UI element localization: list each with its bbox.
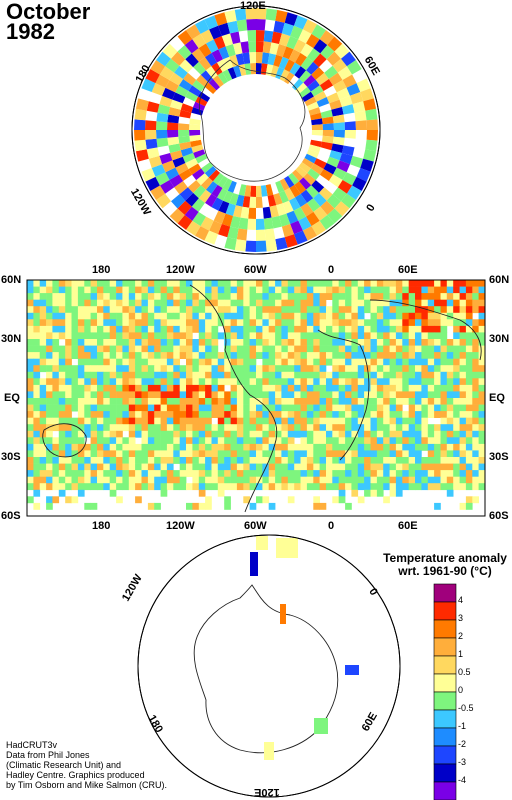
credit-line-5: by Tim Osborn and Mike Salmon (CRU).: [6, 780, 168, 790]
legend-tick-label: 0: [458, 685, 464, 695]
wm-lat-left-30s: 30S: [1, 451, 21, 463]
legend-swatch: [433, 763, 457, 783]
credit-line-4: Hadley Centre. Graphics produced: [6, 770, 145, 780]
wm-lat-right-60s: 60S: [489, 510, 509, 522]
wm-top-lon-60w: 60W: [244, 264, 267, 276]
legend-tick-label: -4: [458, 775, 467, 785]
credit-text: HadCRUT3v Data from Phil Jones (Climatic…: [6, 740, 266, 790]
legend-swatch: [433, 655, 457, 675]
legend-swatch: [433, 709, 457, 729]
north-coastline: [198, 59, 306, 182]
wm-bottom-lon-120w: 120W: [166, 520, 195, 532]
legend-tick-label: 2: [458, 631, 464, 641]
wm-bottom-lon-60w: 60W: [244, 520, 267, 532]
legend-swatch: [433, 673, 457, 693]
wm-lat-left-30n: 30N: [1, 333, 22, 345]
legend-swatch: [433, 691, 457, 711]
legend-tick-label: -1: [458, 721, 467, 731]
credit-line-1: HadCRUT3v: [6, 740, 58, 750]
legend-swatch: [433, 583, 457, 603]
wm-lat-right-eq: EQ: [489, 392, 505, 404]
south-polar-map: [137, 534, 401, 798]
credit-line-2: Data from Phil Jones: [6, 750, 90, 760]
title-month: October: [6, 0, 91, 24]
wm-lat-left-60n: 60N: [1, 274, 22, 286]
wm-top-lon-120w: 120W: [166, 264, 195, 276]
wm-lat-right-30n: 30N: [489, 333, 510, 345]
wm-bottom-lon-60e: 60E: [398, 520, 418, 532]
legend-tick-label: 4: [458, 595, 464, 605]
legend-tick-label: -2: [458, 739, 467, 749]
np-label-120e: 120E: [240, 0, 266, 12]
australia-coastline: [42, 423, 87, 458]
legend-title-line1: Temperature anomaly: [383, 551, 507, 565]
legend-tick-label: -0.5: [458, 703, 474, 713]
map-title: October 1982: [6, 0, 91, 44]
wm-lat-right-60n: 60N: [489, 274, 510, 286]
wm-bottom-lon-180: 180: [92, 520, 111, 532]
legend-color-bar: [433, 583, 457, 800]
wm-lat-right-30s: 30S: [489, 451, 509, 463]
wm-top-lon-0: 0: [328, 264, 335, 276]
legend-swatch: [433, 601, 457, 621]
wm-top-lon-60e: 60E: [398, 264, 418, 276]
wm-lat-left-eq: EQ: [4, 392, 20, 404]
title-year: 1982: [6, 19, 55, 44]
legend-tick-label: 1: [458, 649, 464, 659]
legend-title: Temperature anomaly wrt. 1961-90 (°C): [378, 552, 512, 578]
legend-tick-label: 3: [458, 613, 464, 623]
legend-swatch: [433, 781, 457, 800]
americas-coastline: [189, 284, 278, 513]
legend-swatch: [433, 637, 457, 657]
north-pole-void: [204, 78, 308, 182]
wm-bottom-lon-0: 0: [328, 520, 335, 532]
legend-swatch: [433, 727, 457, 747]
antarctica-coastline: [193, 584, 339, 754]
north-polar-map: [131, 5, 381, 255]
legend-tick-label: 0.5: [458, 667, 471, 677]
wm-top-lon-180: 180: [92, 264, 111, 276]
legend-title-line2: wrt. 1961-90 (°C): [398, 564, 492, 578]
legend-swatch: [433, 745, 457, 765]
legend-tick-label: -3: [458, 757, 467, 767]
credit-line-3: (Climatic Research Unit) and: [6, 760, 122, 770]
world-map: [26, 279, 486, 517]
wm-lat-left-60s: 60S: [1, 510, 21, 522]
africa-eurasia-coastline: [317, 299, 482, 461]
legend-swatch: [433, 619, 457, 639]
